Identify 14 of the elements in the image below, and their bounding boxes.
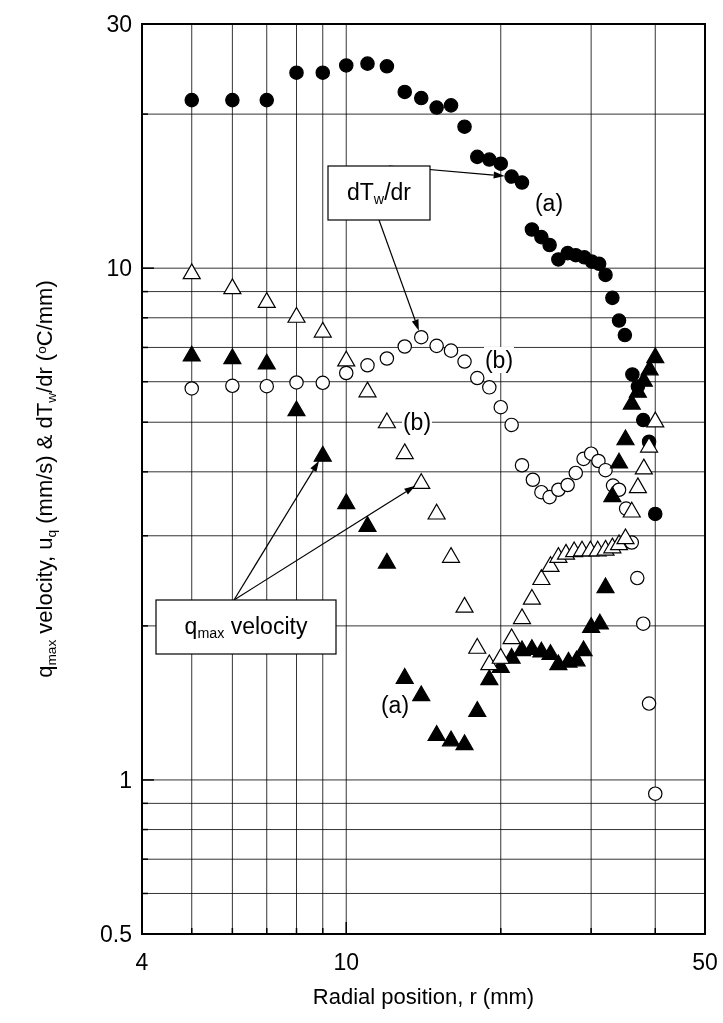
- y-tick-label: 10: [106, 255, 132, 282]
- annotation: (a): [534, 190, 564, 216]
- y-tick-label: 0.5: [100, 921, 132, 947]
- annotation: dT$_{w}$/dr: [347, 179, 412, 207]
- x-tick-label: 10: [333, 949, 360, 975]
- annotation: (a): [380, 692, 410, 718]
- annotation: q$_{max}$ velocity: [184, 613, 308, 641]
- x-tick-label: 50: [692, 949, 718, 975]
- x-axis-title: Radial position, r (mm): [312, 984, 535, 1009]
- x-tick-label: 4: [135, 949, 149, 975]
- annotation: (b): [484, 347, 514, 373]
- y-tick-label: 30: [106, 11, 132, 37]
- annotation: (b): [402, 409, 432, 435]
- y-tick-label: 1: [119, 766, 132, 793]
